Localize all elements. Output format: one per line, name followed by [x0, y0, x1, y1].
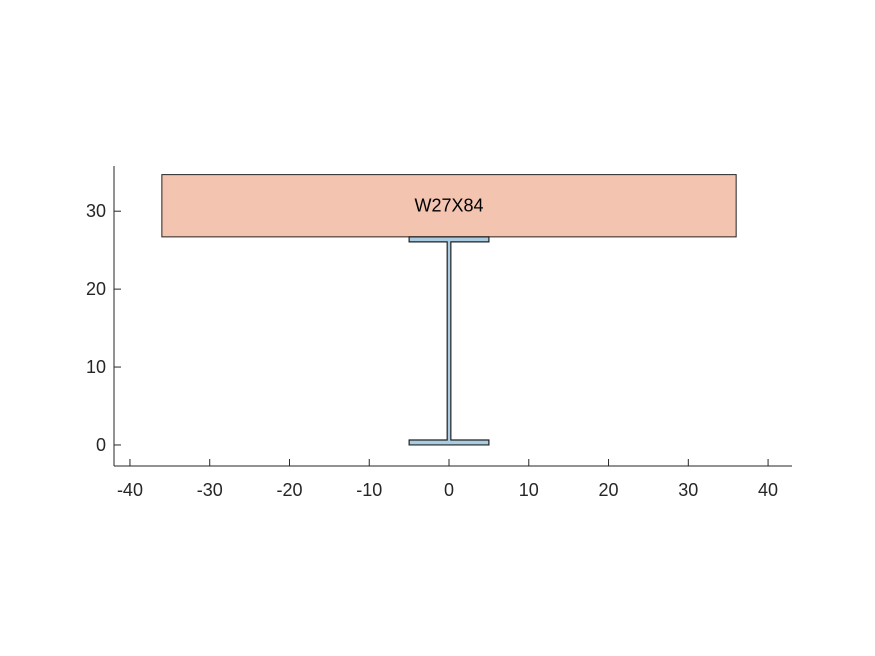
x-tick-label: -30: [197, 480, 223, 500]
x-tick-label: 0: [444, 480, 454, 500]
section-label: W27X84: [414, 196, 483, 216]
y-tick-label: 0: [96, 435, 106, 455]
x-axis: -40 -30 -20 -10 0 10 20 30 40: [114, 459, 792, 500]
y-tick-label: 10: [86, 357, 106, 377]
x-tick-label: 40: [758, 480, 778, 500]
x-tick-label: -40: [117, 480, 143, 500]
y-axis: 0 10 20 30: [86, 166, 121, 466]
x-tick-label: -20: [276, 480, 302, 500]
y-tick-label: 30: [86, 201, 106, 221]
x-tick-label: -10: [356, 480, 382, 500]
x-tick-label: 20: [599, 480, 619, 500]
x-tick-label: 10: [519, 480, 539, 500]
x-tick-label: 30: [678, 480, 698, 500]
plot-area: W27X84: [161, 174, 737, 446]
steel-i-beam: [408, 236, 490, 446]
y-tick-label: 20: [86, 279, 106, 299]
concrete-slab: [161, 174, 737, 238]
